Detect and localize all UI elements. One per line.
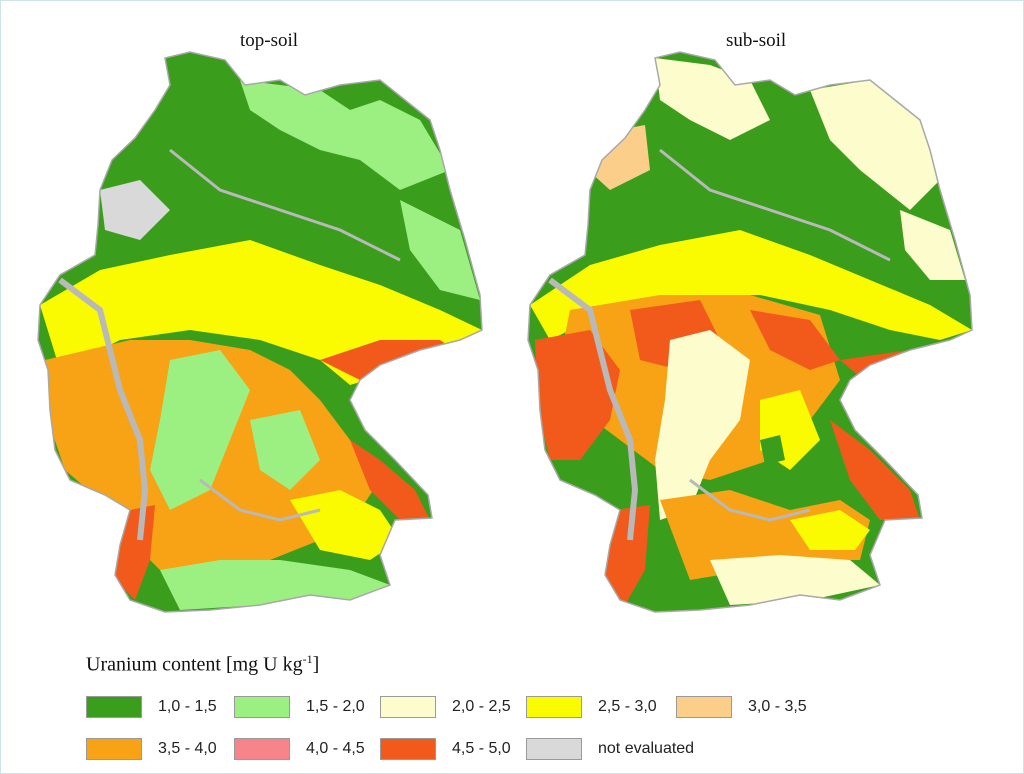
region-2-5-3-0 [530,230,972,340]
region-1-5-2-0 [400,200,480,300]
region-2-0-2-5 [900,210,965,280]
legend-item: 2,5 - 3,0 [526,696,657,718]
legend-swatch [86,696,142,718]
country-border [37,51,483,613]
region-4-5-5-0 [605,505,650,605]
region-2-5-3-0 [290,490,400,560]
legend-swatch [676,696,732,718]
region-1-0-1-5 [760,435,785,465]
sub-soil-title: sub-soil [726,30,787,51]
region-4-5-5-0 [750,310,840,370]
legend-label: 2,0 - 2,5 [452,698,511,715]
region-2-5-3-0 [790,510,870,550]
legend-swatch [234,738,290,760]
river-valley [689,478,811,522]
legend-label: not evaluated [598,740,695,757]
legend-label: 3,5 - 4,0 [158,740,217,757]
legend-label: 4,5 - 5,0 [452,740,511,757]
river-valley [58,277,149,541]
region-4-5-5-0 [350,440,430,520]
legend-item: 4,5 - 5,0 [380,738,511,760]
top-soil-title: top-soil [240,30,299,51]
legend-swatch [380,696,436,718]
region-4-5-5-0 [535,330,620,460]
region-2-0-2-5 [655,330,750,520]
legend-swatch [86,738,142,760]
top-soil-map [37,51,483,613]
region-1-5-2-0 [250,410,320,490]
river-valley [659,148,891,262]
legend-label: 1,5 - 2,0 [306,698,365,715]
region-4-5-5-0 [830,420,920,520]
region-3-5-4-0 [660,490,870,580]
region-not-evaluated [100,180,170,240]
legend-label: 2,5 - 3,0 [598,698,657,715]
river-valley [199,478,321,522]
region-1-5-2-0 [150,350,250,510]
legend-item: 3,5 - 4,0 [86,738,217,760]
river-valley [548,277,639,541]
legend-swatch [234,696,290,718]
river-valley [169,148,401,262]
legend-label: 1,0 - 1,5 [158,698,217,715]
legend-swatch [526,696,582,718]
legend-swatch [526,738,582,760]
region-2-0-2-5 [810,80,940,210]
country-border [527,51,973,613]
legend-item: 3,0 - 3,5 [676,696,807,718]
legend-item: 4,0 - 4,5 [234,738,365,760]
legend-item: not evaluated [526,738,694,760]
legend-item: 2,0 - 2,5 [380,696,511,718]
region-1-5-2-0 [240,80,450,190]
legend-title: Uranium content [mg U kg-1] [86,652,320,676]
region-2-0-2-5 [710,555,880,605]
legend-label: 4,0 - 4,5 [306,740,365,757]
legend-item: 1,0 - 1,5 [86,696,217,718]
sub-soil-map [527,51,973,613]
legend-swatch [380,738,436,760]
legend-label: 3,0 - 3,5 [748,698,807,715]
legend-item: 1,5 - 2,0 [234,696,365,718]
